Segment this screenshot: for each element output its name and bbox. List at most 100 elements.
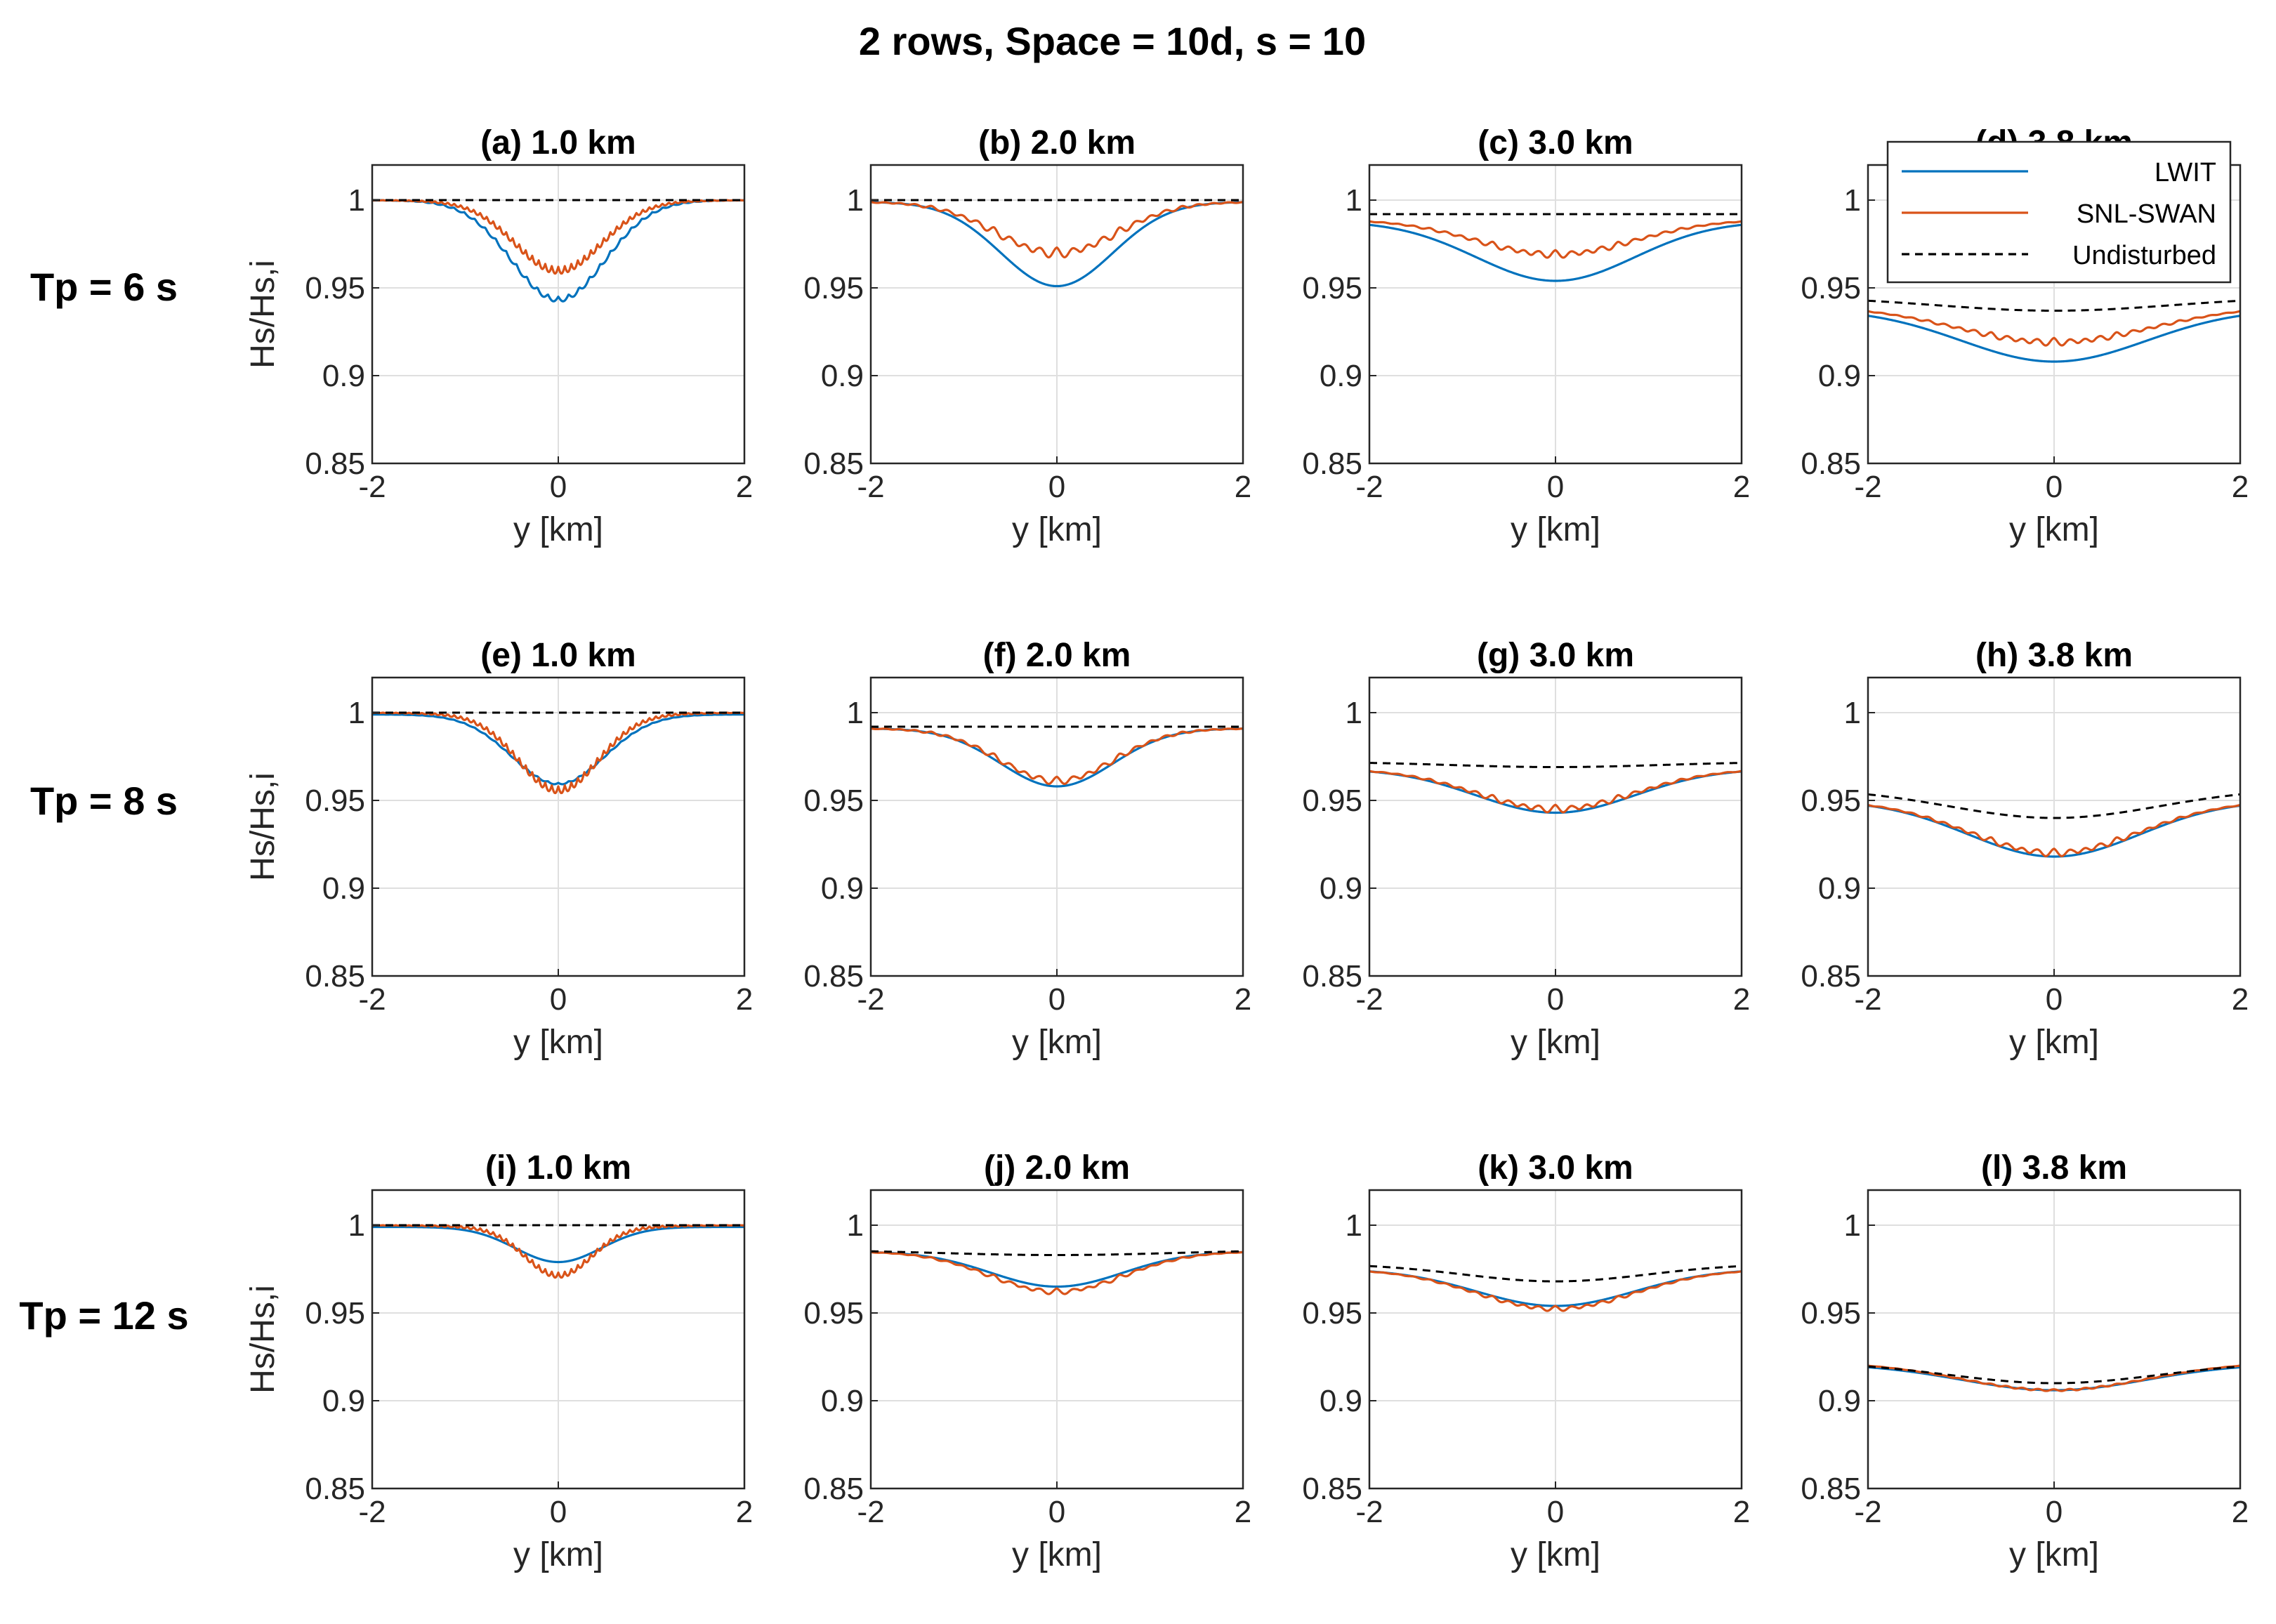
y-tick-label: 0.95 (1302, 784, 1362, 818)
y-tick-label: 1 (1844, 696, 1861, 730)
x-tick-label: -2 (1355, 982, 1383, 1017)
y-tick-label: 1 (348, 696, 365, 730)
panel-title: (l) 3.8 km (1981, 1149, 2127, 1187)
y-axis-label: Hs/Hs,i (244, 260, 282, 369)
x-tick-label: 0 (1048, 982, 1065, 1017)
y-tick-label: 0.85 (1302, 959, 1362, 993)
series-line-undisturbed (1867, 793, 2241, 819)
x-tick-label: 0 (550, 1495, 567, 1529)
x-tick-label: 0 (2046, 1495, 2063, 1529)
x-axis-label: y [km] (1511, 1536, 1600, 1573)
x-tick-label: 0 (2046, 470, 2063, 504)
y-tick-label: 0.9 (1320, 1384, 1362, 1418)
legend-label-undisturbed: Undisturbed (2072, 241, 2216, 270)
y-tick-label: 0.85 (305, 959, 365, 993)
x-tick-label: 2 (2232, 470, 2249, 504)
x-axis-label: y [km] (2009, 1024, 2099, 1061)
panel-title: (j) 2.0 km (984, 1149, 1130, 1187)
y-tick-label: 0.95 (1801, 271, 1861, 305)
series-line-swan (870, 201, 1244, 259)
panel-title: (e) 1.0 km (480, 637, 636, 674)
y-tick-label: 0.95 (305, 784, 365, 818)
series-line-swan (870, 1250, 1244, 1295)
panel-title: (h) 3.8 km (1975, 637, 2133, 674)
x-tick-label: -2 (857, 982, 884, 1017)
panels-container: -2 0 20.850.90.951(a) 1.0 kmy [km]Hs/Hs,i-… (244, 124, 2249, 1573)
y-tick-label: 0.9 (322, 359, 365, 393)
y-tick-label: 0.85 (1302, 1472, 1362, 1506)
x-tick-label: 0 (550, 982, 567, 1017)
y-tick-label: 0.95 (1302, 1296, 1362, 1331)
series-line-swan (870, 727, 1244, 786)
panel-i: -2 0 2 0.85 0.9 0.95 1 (i) 1.0 km y [km] Hs/Hs,i (244, 1149, 753, 1573)
y-tick-label: 0.85 (803, 1472, 864, 1506)
panel-title: (i) 1.0 km (485, 1149, 631, 1187)
y-tick-label: 1 (1346, 696, 1362, 730)
y-tick-label: 0.9 (1818, 1384, 1861, 1418)
series-line-lwit (1369, 223, 1742, 282)
x-tick-label: -2 (358, 982, 386, 1017)
x-tick-label: -2 (857, 1495, 884, 1529)
panel-title: (a) 1.0 km (480, 124, 636, 161)
x-axis-label: y [km] (2009, 1536, 2099, 1573)
panel-title: (f) 2.0 km (983, 637, 1131, 674)
x-tick-label: 2 (1235, 1495, 1251, 1529)
y-tick-label: 1 (1844, 1208, 1861, 1243)
panel-b: -2 0 2 0.85 0.9 0.95 1 (b) 2.0 km y [km] (803, 124, 1251, 548)
y-tick-label: 1 (348, 183, 365, 218)
legend: LWIT SNL-SWAN Undisturbed (1886, 140, 2232, 284)
series-line-lwit (1867, 315, 2241, 363)
x-tick-label: 2 (2232, 982, 2249, 1017)
figure-title: 2 rows, Space = 10d, s = 10 (859, 19, 1366, 63)
y-tick-label: 1 (847, 696, 864, 730)
y-tick-label: 0.9 (1818, 871, 1861, 906)
row-label-2: Tp = 8 s (30, 779, 178, 823)
x-tick-label: -2 (1854, 982, 1881, 1017)
x-tick-label: 2 (736, 470, 753, 504)
panel-e: -2 0 2 0.85 0.9 0.95 1 (e) 1.0 km y [km] Hs/Hs,i (244, 637, 753, 1061)
x-axis-label: y [km] (2009, 511, 2099, 548)
row-label-1: Tp = 6 s (30, 265, 178, 309)
x-tick-label: -2 (358, 470, 386, 504)
y-tick-label: 0.9 (821, 359, 864, 393)
row-label-3: Tp = 12 s (19, 1293, 188, 1338)
series-line-swan (1369, 220, 1742, 259)
x-axis-label: y [km] (1012, 1024, 1102, 1061)
series-line-lwit (1867, 804, 2241, 858)
series-line-swan (371, 199, 745, 275)
legend-label-lwit: LWIT (2155, 158, 2216, 187)
panel-title: (k) 3.0 km (1478, 1149, 1633, 1187)
series-line-lwit (371, 713, 745, 786)
x-tick-label: 2 (736, 982, 753, 1017)
panel-title: (c) 3.0 km (1478, 124, 1633, 161)
series-line-undisturbed (870, 1250, 1244, 1256)
y-tick-label: 0.85 (803, 447, 864, 481)
x-tick-label: -2 (1355, 1495, 1383, 1529)
y-tick-label: 0.9 (1320, 359, 1362, 393)
x-tick-label: -2 (857, 470, 884, 504)
panel-j: -2 0 2 0.85 0.9 0.95 1 (j) 2.0 km y [km] (803, 1149, 1251, 1573)
series-line-undisturbed (1867, 1365, 2241, 1385)
panel-title: (g) 3.0 km (1477, 637, 1634, 674)
series-line-undisturbed (1369, 1265, 1742, 1283)
y-tick-label: 0.9 (322, 871, 365, 906)
x-tick-label: -2 (1854, 470, 1881, 504)
y-tick-label: 0.95 (803, 1296, 864, 1331)
y-tick-label: 0.95 (305, 271, 365, 305)
x-tick-label: 0 (1547, 470, 1564, 504)
y-tick-label: 0.9 (1818, 359, 1861, 393)
x-axis-label: y [km] (1511, 1024, 1600, 1061)
panel-a: -2 0 2 0.85 0.9 0.95 1 (a) 1.0 km y [km] Hs/Hs,i (244, 124, 753, 548)
series-line-swan (1867, 310, 2241, 347)
legend-label-swan: SNL-SWAN (2077, 199, 2216, 229)
panel-l: -2 0 2 0.85 0.9 0.95 1 (l) 3.8 km y [km] (1801, 1149, 2249, 1573)
y-tick-label: 0.95 (1302, 271, 1362, 305)
y-tick-label: 0.85 (1801, 1472, 1861, 1506)
x-tick-label: 2 (1733, 982, 1750, 1017)
x-tick-label: 2 (1235, 470, 1251, 504)
series-line-undisturbed (1369, 762, 1742, 768)
series-line-swan (1369, 1270, 1742, 1312)
series-line-lwit (1369, 770, 1742, 814)
y-axis-label: Hs/Hs,i (244, 1285, 282, 1394)
